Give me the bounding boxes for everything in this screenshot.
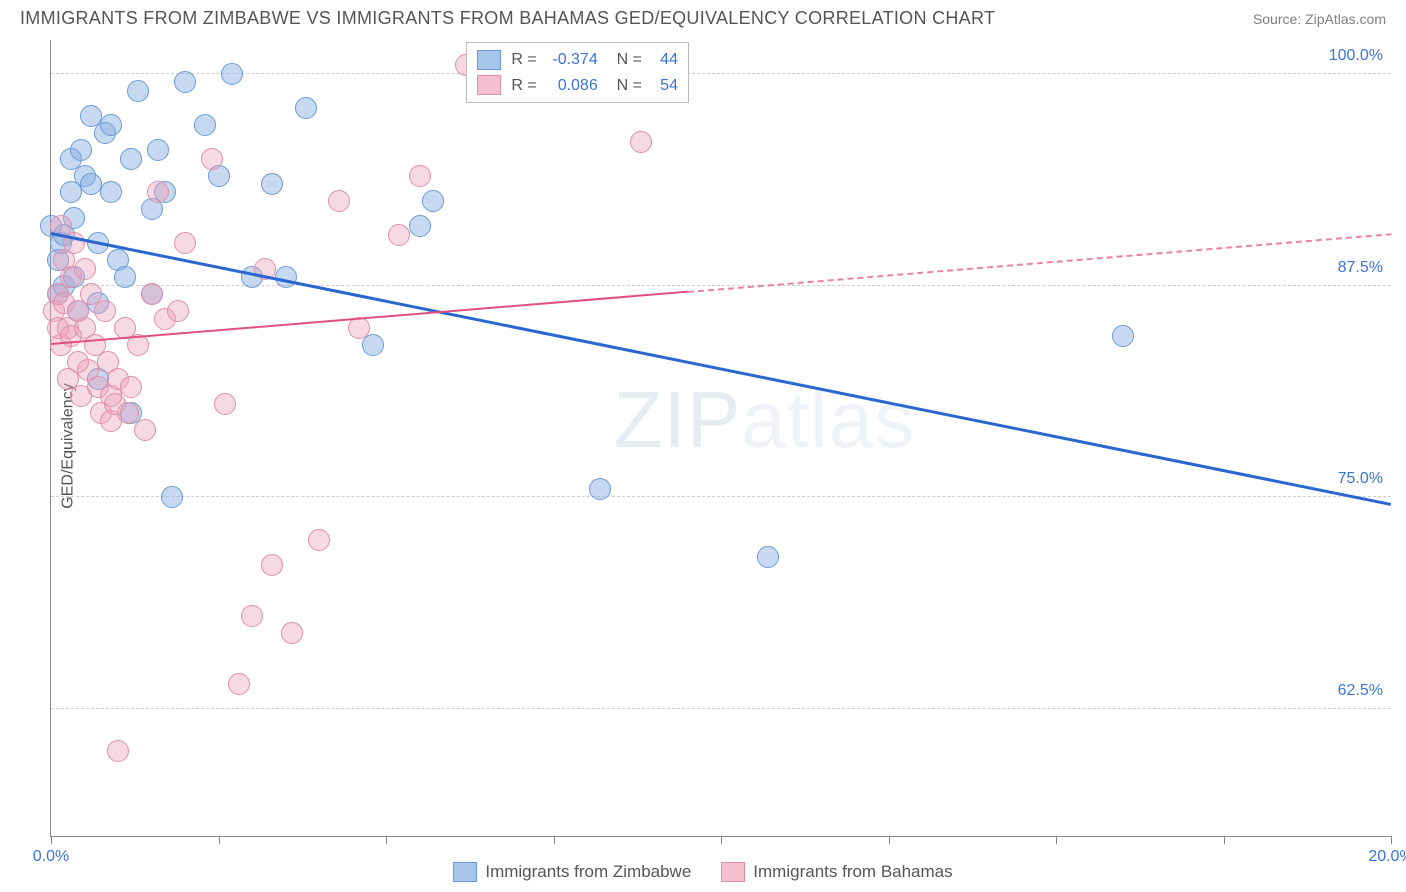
x-tick (1224, 836, 1225, 844)
scatter-point (141, 283, 163, 305)
scatter-point (281, 622, 303, 644)
gridline (51, 73, 1391, 74)
scatter-point (120, 148, 142, 170)
scatter-point (295, 97, 317, 119)
legend-row: R = 0.086 N =54 (477, 73, 678, 99)
scatter-point (161, 486, 183, 508)
scatter-point (70, 139, 92, 161)
x-tick (386, 836, 387, 844)
scatter-point (422, 190, 444, 212)
scatter-point (589, 478, 611, 500)
scatter-point (100, 181, 122, 203)
scatter-point (74, 258, 96, 280)
legend-swatch (721, 862, 745, 882)
legend-swatch (453, 862, 477, 882)
scatter-point (80, 173, 102, 195)
trend-line (687, 233, 1391, 293)
scatter-point (221, 63, 243, 85)
scatter-point (167, 300, 189, 322)
x-tick (219, 836, 220, 844)
legend-bottom: Immigrants from Zimbabwe Immigrants from … (0, 862, 1406, 882)
legend-swatch (477, 75, 501, 95)
scatter-point (100, 114, 122, 136)
scatter-point (328, 190, 350, 212)
watermark: ZIPatlas (614, 374, 915, 466)
scatter-point (630, 131, 652, 153)
scatter-point (757, 546, 779, 568)
scatter-point (127, 80, 149, 102)
scatter-point (214, 393, 236, 415)
scatter-point (388, 224, 410, 246)
scatter-point (107, 740, 129, 762)
x-tick (1391, 836, 1392, 844)
scatter-point (174, 232, 196, 254)
x-tick (554, 836, 555, 844)
stat-label-n: N = (608, 47, 642, 73)
y-tick-label: 100.0% (1329, 47, 1383, 65)
scatter-point (174, 71, 196, 93)
trend-line (51, 232, 1391, 505)
scatter-point (409, 215, 431, 237)
scatter-point (228, 673, 250, 695)
stat-label-r: R = (511, 47, 536, 73)
scatter-point (1112, 325, 1134, 347)
stat-label-n: N = (608, 73, 642, 99)
source-label: Source: ZipAtlas.com (1253, 11, 1386, 27)
legend-item: Immigrants from Zimbabwe (453, 862, 691, 882)
y-tick-label: 75.0% (1338, 470, 1383, 488)
x-tick (1056, 836, 1057, 844)
scatter-point (134, 419, 156, 441)
x-tick (51, 836, 52, 844)
scatter-point (117, 402, 139, 424)
y-tick-label: 62.5% (1338, 682, 1383, 700)
x-tick (889, 836, 890, 844)
legend-item: Immigrants from Bahamas (721, 862, 952, 882)
legend-swatch (477, 50, 501, 70)
scatter-point (120, 376, 142, 398)
y-tick-label: 87.5% (1338, 259, 1383, 277)
stat-label-r: R = (511, 73, 536, 99)
gridline (51, 496, 1391, 497)
scatter-point (114, 266, 136, 288)
legend-label: Immigrants from Zimbabwe (485, 862, 691, 882)
scatter-point (308, 529, 330, 551)
stat-value-n: 54 (648, 73, 678, 99)
gridline (51, 708, 1391, 709)
scatter-point (241, 605, 263, 627)
scatter-point (94, 300, 116, 322)
stat-value-r: 0.086 (543, 73, 598, 99)
scatter-point (147, 139, 169, 161)
scatter-point (194, 114, 216, 136)
legend-row: R = -0.374 N =44 (477, 47, 678, 73)
scatter-point (261, 554, 283, 576)
scatter-point (409, 165, 431, 187)
stat-value-r: -0.374 (543, 47, 598, 73)
scatter-point (147, 181, 169, 203)
legend-label: Immigrants from Bahamas (753, 862, 952, 882)
stat-value-n: 44 (648, 47, 678, 73)
chart-title: IMMIGRANTS FROM ZIMBABWE VS IMMIGRANTS F… (20, 8, 995, 29)
chart-plot-area: ZIPatlas 62.5%75.0%87.5%100.0%0.0%20.0%R… (50, 40, 1391, 837)
scatter-point (261, 173, 283, 195)
legend-stats: R = -0.374 N =44 R = 0.086 N =54 (466, 42, 689, 103)
x-tick (721, 836, 722, 844)
scatter-point (201, 148, 223, 170)
